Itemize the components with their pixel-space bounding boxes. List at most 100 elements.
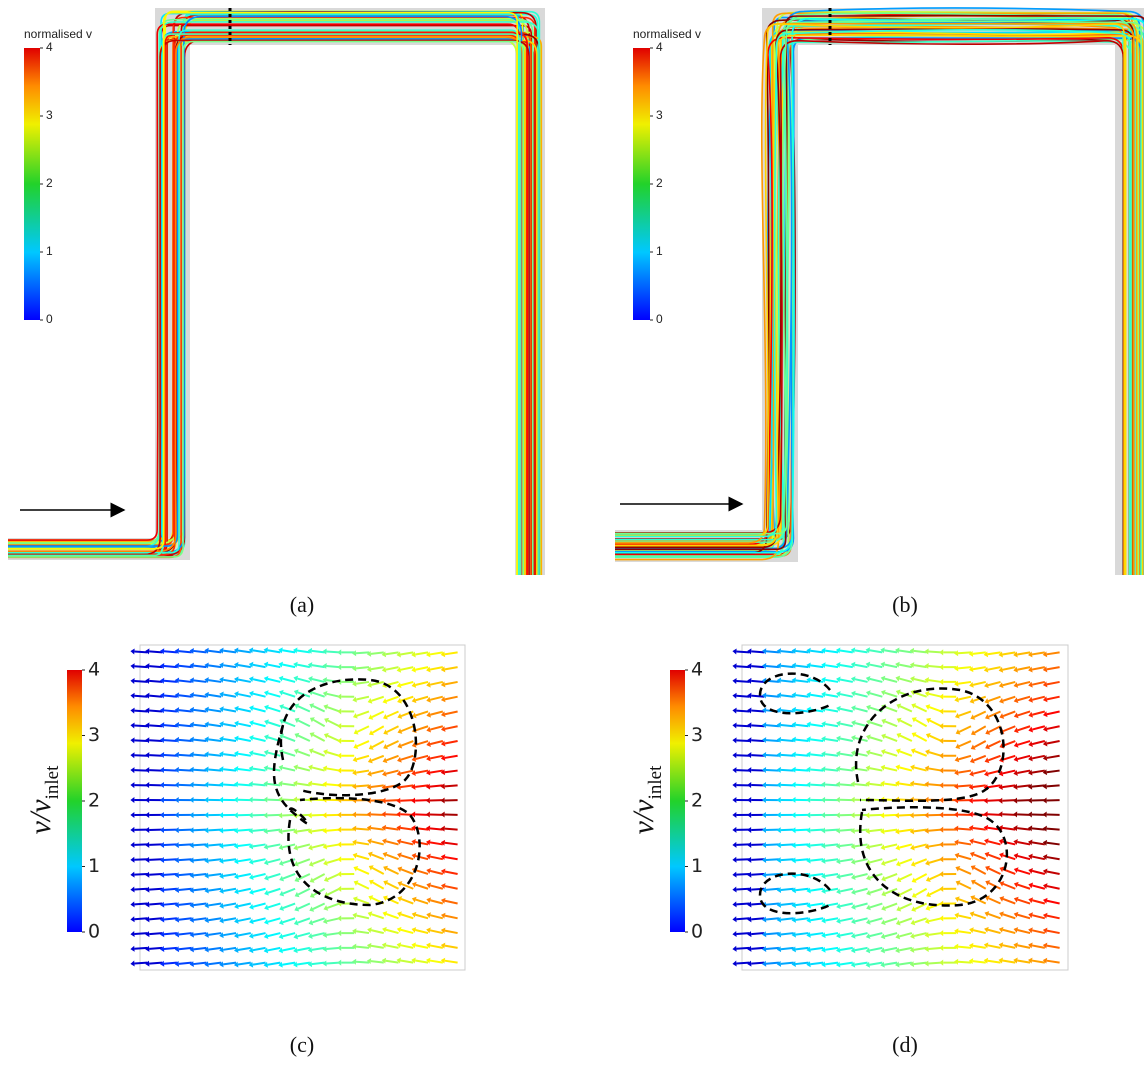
vector-arrow — [765, 887, 780, 891]
arrow-head — [308, 844, 313, 851]
field-frame — [741, 644, 1069, 971]
arrow-head — [924, 648, 929, 655]
vector-arrow — [371, 695, 385, 702]
arrow-head — [219, 662, 224, 669]
vortex-guides — [272, 672, 1009, 915]
vector-arrow — [208, 946, 222, 951]
arrow-head — [219, 961, 224, 968]
vector-arrow — [824, 828, 839, 832]
vector-arrow — [987, 840, 1001, 846]
arrow-head — [968, 811, 973, 818]
vector-arrow — [914, 902, 928, 910]
streamline — [615, 23, 1125, 575]
arrow-head — [821, 662, 826, 669]
vector-arrow — [869, 843, 883, 848]
vector-arrow — [1032, 725, 1046, 731]
vector-arrow — [810, 753, 824, 757]
arrow-head — [836, 947, 841, 953]
vector-arrow — [193, 664, 207, 669]
arrow-head — [1028, 769, 1033, 776]
vector-arrow — [1046, 784, 1060, 788]
vector-arrow — [134, 724, 148, 728]
vector-arrow — [751, 665, 765, 669]
vector-arrow — [400, 882, 414, 890]
vector-arrow — [1031, 666, 1046, 671]
vector-arrow — [751, 961, 765, 965]
vector-arrow — [957, 960, 972, 964]
arrow-head — [381, 666, 387, 673]
vector-arrow — [267, 721, 281, 728]
arrow-head — [850, 661, 856, 668]
arrow-head — [747, 648, 752, 655]
vector-arrow — [370, 813, 384, 816]
arrow-head — [159, 796, 164, 803]
vector-arrow — [1002, 680, 1016, 687]
vector-arrow — [415, 841, 429, 846]
vector-arrow — [193, 679, 207, 683]
arrow-head — [174, 736, 180, 743]
vector-arrow — [914, 734, 928, 742]
arrow-head — [791, 736, 796, 743]
arrow-head — [293, 675, 299, 682]
vector-arrow — [134, 902, 148, 906]
vector-arrow — [1017, 841, 1031, 846]
arrow-head — [234, 662, 239, 668]
vector-arrow — [839, 693, 853, 698]
arrow-head — [337, 737, 342, 744]
vector-arrow — [163, 679, 178, 683]
arrow-head — [248, 647, 254, 654]
arrow-head — [998, 651, 1003, 658]
arrow-head — [880, 647, 885, 654]
arrow-head — [426, 867, 431, 874]
arrow-head — [174, 781, 179, 788]
vector-arrow — [208, 693, 222, 698]
arrow-head — [791, 857, 796, 864]
arrow-head — [835, 812, 840, 819]
vector-arrow — [795, 917, 809, 921]
arrow-head — [968, 797, 973, 804]
vector-arrow — [252, 902, 266, 908]
vector-arrow — [913, 828, 927, 833]
vector-arrow — [326, 858, 340, 864]
vector-arrow — [780, 694, 794, 698]
arrow-head — [1042, 854, 1048, 861]
vector-arrow — [386, 867, 399, 875]
vector-arrow — [297, 677, 311, 683]
arrow-head — [850, 750, 856, 757]
vector-arrow — [899, 858, 913, 865]
vector-arrow — [178, 738, 192, 743]
vector-arrow — [252, 932, 266, 937]
arrow-head — [880, 919, 886, 926]
arrow-head — [368, 865, 374, 871]
arrow-head — [264, 704, 269, 711]
arrow-head — [397, 896, 403, 902]
vector-arrow — [400, 928, 414, 935]
vector-arrow — [415, 754, 429, 761]
arrow-head — [189, 751, 194, 758]
arrow-head — [440, 696, 446, 703]
arrow-head — [911, 877, 917, 883]
arrow-head — [968, 784, 974, 791]
arrow-head — [806, 751, 811, 758]
vector-arrow — [1002, 769, 1016, 775]
arrow-head — [293, 748, 299, 755]
vector-arrow — [1031, 740, 1046, 746]
vector-arrow — [429, 929, 444, 935]
arrow-head — [954, 896, 960, 903]
vector-arrow — [237, 946, 251, 952]
arrow-head — [440, 797, 445, 804]
arrow-head — [836, 691, 841, 698]
vector-arrow — [780, 679, 794, 683]
arrow-head — [806, 946, 811, 953]
arrow-head — [352, 912, 357, 919]
arrow-head — [836, 676, 841, 683]
vector-arrow — [973, 913, 987, 920]
vector-arrow — [371, 853, 385, 861]
arrow-head — [323, 859, 328, 866]
arrow-head — [1042, 839, 1048, 846]
arrow-head — [1042, 927, 1048, 934]
vector-arrow — [429, 695, 444, 701]
vector-arrow — [795, 828, 809, 832]
vector-arrow — [825, 678, 839, 683]
arrow-head — [791, 961, 796, 968]
